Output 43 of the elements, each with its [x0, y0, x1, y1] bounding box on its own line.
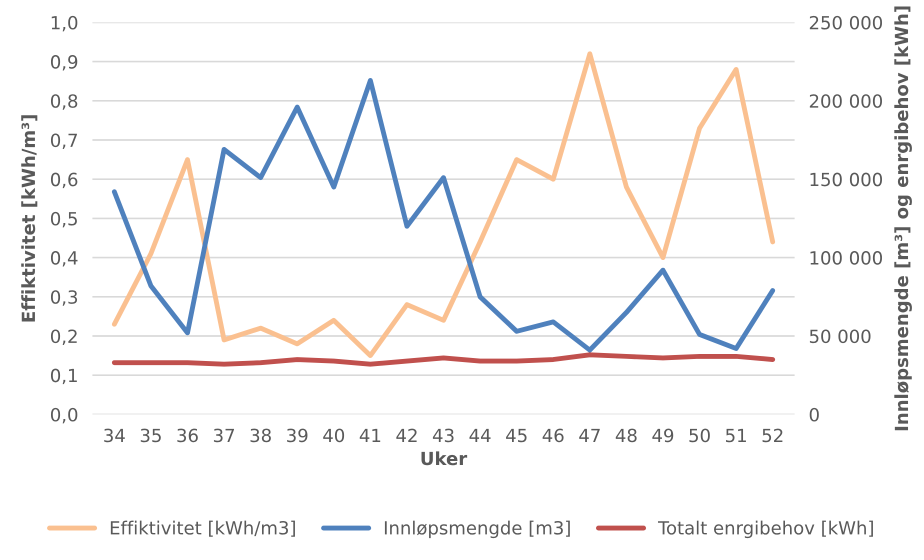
legend-label: Effiktivitet [kWh/m3]	[110, 520, 295, 537]
x-tick-label: 36	[177, 428, 198, 442]
y-tick-label: 0,2	[50, 329, 77, 345]
y2-tick-label: 50 000	[810, 329, 871, 344]
x-tick-label: 45	[506, 428, 527, 442]
x-tick-label: 47	[579, 428, 600, 442]
y-tick-label: 0,8	[50, 94, 78, 110]
x-tick-label: 48	[616, 428, 637, 442]
x-tick-label: 50	[689, 428, 710, 442]
x-tick-label: 51	[726, 428, 746, 442]
y-tick-label: 0,3	[50, 290, 78, 306]
y2-axis-title: Innløpsmengde [m³] og enrgibehov [kWh]	[894, 6, 912, 430]
y-tick-label: 0,9	[50, 55, 78, 71]
x-tick-label: 38	[250, 428, 271, 442]
y-tick-label: 0,6	[50, 172, 78, 188]
y2-tick-label: 200 000	[810, 94, 882, 108]
y2-tick-label: 100 000	[810, 251, 882, 265]
x-tick-label: 40	[323, 428, 344, 442]
x-tick-label: 35	[140, 428, 161, 442]
y2-tick-label: 0	[810, 408, 819, 422]
y-tick-label: 0,4	[50, 251, 78, 267]
y-tick-label: 0,1	[50, 368, 77, 384]
x-tick-label: 41	[360, 428, 380, 442]
x-tick-label: 44	[469, 428, 491, 442]
y-tick-label: 0,7	[50, 133, 77, 149]
legend-label: Totalt enrgibehov [kWh]	[658, 520, 873, 538]
y2-tick-label: 150 000	[810, 172, 882, 186]
x-tick-label: 37	[214, 428, 234, 442]
x-tick-label: 49	[652, 428, 674, 442]
y-axis-title: Effiktivitet [kWh/m³]	[21, 115, 38, 322]
y-tick-label: 0,0	[50, 408, 78, 424]
x-tick-label: 46	[542, 428, 564, 442]
x-tick-label: 42	[396, 428, 417, 442]
y2-tick-label: 250 000	[810, 16, 882, 30]
x-axis-title: Uker	[422, 451, 468, 466]
x-tick-label: 43	[432, 428, 454, 442]
line-series	[112, 352, 776, 367]
x-tick-label: 52	[762, 428, 782, 442]
x-tick-label: 34	[104, 428, 125, 442]
y-tick-label: 1,0	[52, 16, 78, 32]
y-tick-label: 0,5	[50, 212, 77, 228]
x-tick-label: 39	[287, 428, 308, 442]
legend-label: Innløpsmengde [m3]	[384, 520, 570, 538]
